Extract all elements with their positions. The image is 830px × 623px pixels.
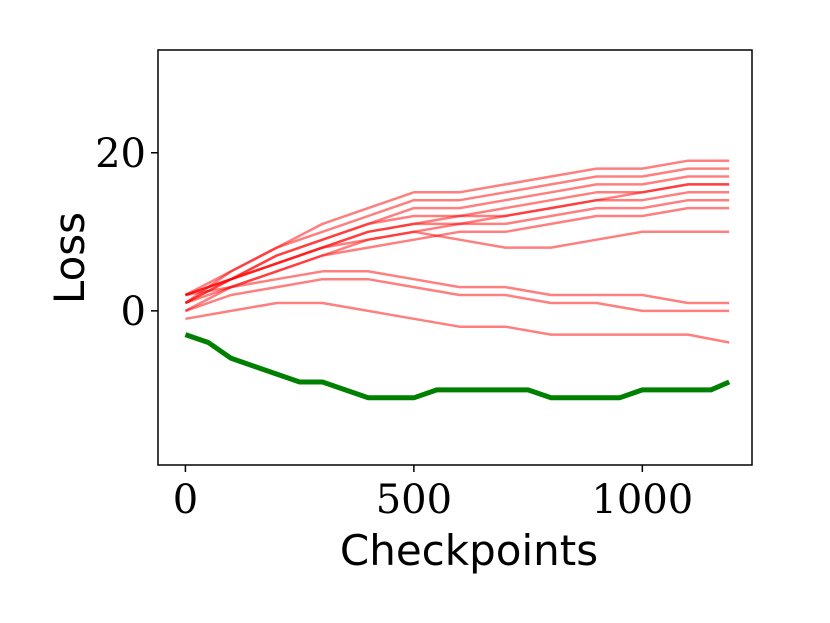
series-line-10 — [184, 159, 730, 297]
series-line-13 — [184, 332, 731, 401]
x-axis-label: Checkpoints — [340, 526, 598, 575]
series-layer — [184, 159, 731, 401]
series-line-7 — [184, 270, 730, 305]
series-line-12 — [184, 183, 730, 297]
y-axis-label: Loss — [45, 212, 94, 304]
x-tick-label: 0 — [173, 477, 198, 523]
series-line-5 — [184, 206, 730, 313]
y-tick-label: 20 — [95, 131, 146, 177]
ticks-layer: 0 500 1000 0 20 — [95, 131, 693, 523]
x-tick-label: 500 — [376, 477, 452, 523]
plot-frame — [157, 49, 753, 466]
x-tick-label: 1000 — [591, 477, 693, 523]
series-line-8 — [184, 277, 730, 313]
series-line-9 — [185, 301, 730, 344]
y-tick-label: 0 — [121, 289, 146, 335]
